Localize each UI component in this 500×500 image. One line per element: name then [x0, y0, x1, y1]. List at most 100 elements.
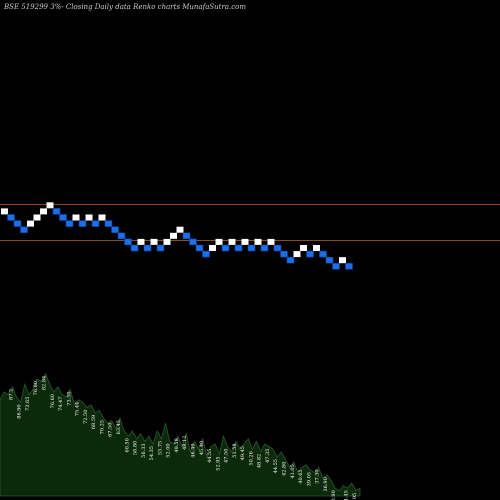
renko-brick-down — [306, 250, 314, 258]
renko-brick-down — [65, 220, 74, 227]
volume-value-label: 48.12 — [182, 436, 188, 450]
volume-value-label: 41.05 — [290, 464, 296, 478]
renko-brick-down — [202, 250, 210, 258]
renko-brick-down — [234, 244, 243, 252]
volume-value-label: 46.49 — [191, 443, 197, 457]
renko-brick-down — [273, 244, 282, 252]
renko-brick-up — [46, 202, 54, 209]
volume-value-label: 68.59 — [91, 415, 97, 429]
renko-brick-up — [1, 208, 8, 215]
volume-value-label: 63.45 — [116, 420, 122, 434]
volume-value-label: 87.2 — [8, 389, 14, 400]
renko-brick-down — [195, 244, 204, 252]
renko-brick-up — [339, 257, 346, 264]
volume-value-label: 82.84 — [42, 376, 48, 390]
renko-brick-down — [7, 214, 15, 221]
renko-brick-down — [52, 208, 61, 215]
renko-brick-down — [143, 244, 152, 252]
volume-value-label: 44.55 — [273, 459, 279, 473]
volume-value-label: 73.65 — [25, 397, 31, 411]
volume-value-label: 73.50 — [66, 391, 72, 405]
renko-brick-up — [163, 238, 171, 245]
renko-brick-up — [267, 238, 275, 245]
volume-value-label: 52.95 — [215, 456, 221, 470]
renko-brick-down — [13, 220, 22, 227]
volume-value-label: 47.35 — [265, 449, 271, 463]
volume-value-label: 51.58 — [232, 443, 238, 457]
renko-brick-up — [40, 208, 47, 215]
volume-area — [0, 372, 361, 497]
volume-value-label: 86.95 — [0, 402, 2, 416]
renko-brick-down — [345, 262, 353, 270]
volume-value-label: 52.00 — [166, 443, 172, 457]
volume-value-label: 34.45 — [344, 490, 350, 500]
renko-brick-down — [332, 262, 340, 270]
volume-value-label: 50.26 — [248, 451, 254, 465]
renko-brick-up — [241, 238, 249, 245]
renko-brick-down — [189, 238, 197, 246]
renko-brick-down — [325, 256, 334, 264]
renko-brick-layer — [1, 202, 353, 270]
volume-value-label: 67.50 — [108, 423, 114, 437]
volume-value-label: 74.47 — [58, 397, 64, 411]
volume-value-label: 70.25 — [99, 420, 105, 434]
renko-brick-down — [286, 256, 295, 264]
renko-brick-down — [280, 250, 288, 258]
renko-brick-down — [20, 226, 28, 233]
renko-brick-up — [170, 232, 177, 239]
renko-brick-up — [72, 214, 80, 221]
volume-value-label: 54.35 — [149, 446, 155, 460]
volume-value-label: 49.58 — [174, 438, 180, 452]
renko-brick-down — [104, 220, 113, 227]
renko-brick-down — [260, 244, 269, 252]
renko-brick-down — [130, 244, 139, 252]
volume-value-label: 48.82 — [257, 454, 263, 468]
volume-value-label: 33.90 — [331, 490, 337, 500]
volume-value-label: 45.40 — [199, 441, 205, 455]
renko-brick-down — [91, 220, 100, 227]
renko-brick-down — [182, 232, 191, 240]
volume-value-label: 44.55 — [207, 449, 213, 463]
renko-brick-down — [124, 238, 132, 246]
volume-value-label: 76.80 — [33, 381, 39, 395]
volume-value-label: 75.44 — [75, 402, 81, 416]
renko-brick-up — [293, 251, 301, 258]
volume-value-label: 30.95 — [352, 493, 358, 500]
renko-brick-up — [209, 245, 216, 251]
volume-value-label: 58.80 — [133, 441, 139, 455]
renko-brick-up — [137, 238, 145, 245]
volume-value-label: 72.50 — [83, 410, 89, 424]
volume-value-label: 56.33 — [141, 443, 147, 457]
renko-brick-up — [27, 220, 34, 227]
renko-brick-up — [85, 214, 93, 221]
volume-value-label: 40.65 — [298, 469, 304, 483]
renko-brick-up — [228, 238, 236, 245]
renko-brick-up — [300, 245, 307, 251]
renko-brick-down — [111, 226, 119, 233]
chart-title: BSE 519299 3%- Closing Daily data Renko … — [3, 3, 246, 11]
volume-value-label: 39.05 — [306, 472, 312, 486]
renko-brick-down — [59, 214, 67, 221]
renko-brick-up — [150, 238, 158, 245]
volume-value-label: 37.30 — [315, 469, 321, 483]
volume-value-label: 86.90 — [17, 404, 23, 418]
renko-brick-up — [98, 214, 106, 221]
renko-brick-up — [33, 214, 41, 221]
renko-brick-up — [215, 238, 223, 245]
renko-brick-down — [221, 244, 230, 252]
renko-brick-down — [156, 244, 165, 252]
renko-brick-up — [313, 245, 320, 251]
renko-brick-down — [78, 220, 87, 227]
renko-brick-down — [319, 250, 327, 258]
volume-value-label: 60.50 — [124, 438, 130, 452]
volume-value-label: 49.45 — [240, 446, 246, 460]
volume-value-label: 42.80 — [282, 462, 288, 476]
renko-brick-up — [254, 238, 262, 245]
renko-brick-down — [117, 232, 126, 240]
volume-value-label: 76.60 — [50, 394, 56, 408]
renko-brick-up — [176, 226, 184, 233]
volume-value-label: 47.50 — [224, 449, 230, 463]
volume-value-label: 53.75 — [157, 441, 163, 455]
